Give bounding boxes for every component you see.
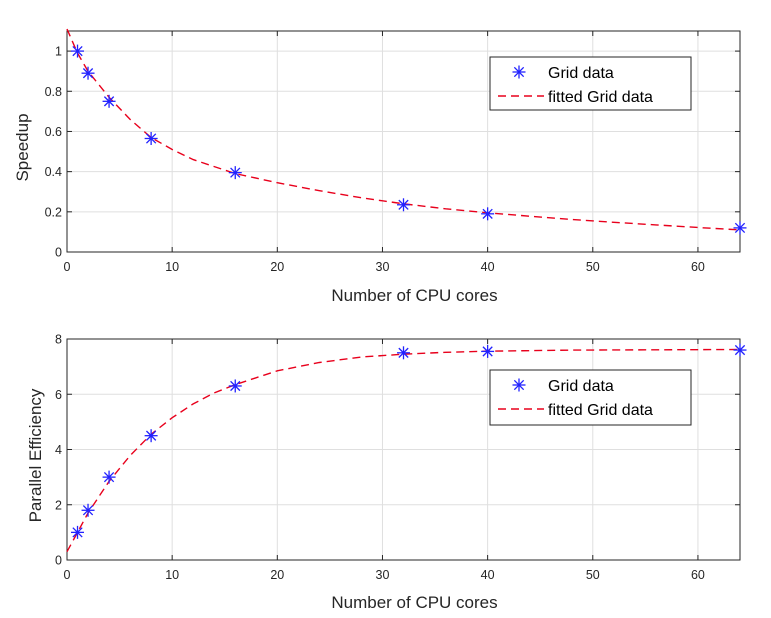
legend-marker-icon (512, 378, 526, 392)
y-tick-label: 6 (55, 388, 62, 402)
data-point (144, 429, 158, 443)
data-point (733, 221, 747, 235)
y-tick-label: 0.8 (45, 85, 62, 99)
y-tick-label: 1 (55, 45, 62, 59)
chart-panel-2: 0 10 20 30 40 50 60 0 2 4 6 8 Number of CPU cores Par… (26, 333, 747, 612)
data-point (481, 344, 495, 358)
x-tick-label: 0 (64, 260, 71, 274)
y-tick-label: 0.2 (45, 205, 62, 219)
x-tick-label: 10 (165, 260, 179, 274)
legend-marker-icon (512, 65, 526, 79)
marker-stroke (482, 346, 493, 357)
marker-stroke (82, 68, 94, 79)
y-tick-label: 0.6 (45, 125, 62, 139)
legend-box (489, 56, 692, 111)
x-tick-label: 10 (165, 568, 179, 582)
data-point (228, 166, 242, 180)
legend-box (489, 369, 692, 426)
legend-label: fitted Grid data (548, 402, 653, 419)
y-tick-label: 0 (55, 246, 62, 260)
x-tick-label: 40 (481, 260, 495, 274)
y-tick-label: 0 (55, 554, 62, 568)
marker-stroke (230, 167, 241, 178)
y-tick-label: 0.4 (45, 165, 62, 179)
y-tick-label: 2 (55, 498, 62, 512)
marker-stroke (72, 45, 83, 57)
data-point (81, 66, 95, 80)
data-point (481, 207, 495, 221)
y-axis-label: Speedup (13, 113, 32, 181)
marker-stroke (145, 133, 157, 144)
legend-label: Grid data (548, 378, 614, 395)
y-tick-label: 4 (55, 443, 62, 457)
x-tick-label: 60 (691, 260, 705, 274)
x-tick-label: 40 (481, 568, 495, 582)
marker-stroke (72, 527, 83, 538)
marker-stroke (482, 208, 493, 219)
data-point (71, 525, 85, 539)
marker-stroke (145, 430, 157, 441)
marker-stroke (734, 222, 746, 234)
x-axis-label: Number of CPU cores (331, 593, 497, 612)
x-tick-label: 20 (270, 568, 284, 582)
y-axis-label: Parallel Efficiency (26, 388, 45, 522)
marker-stroke (513, 66, 525, 78)
marker-stroke (734, 344, 746, 356)
data-point (81, 503, 95, 517)
marker-stroke (230, 380, 241, 392)
x-tick-label: 0 (64, 568, 71, 582)
legend: Grid data fitted Grid data (489, 56, 692, 111)
legend-label: Grid data (548, 65, 614, 82)
marker-stroke (513, 379, 525, 391)
data-point (397, 198, 410, 212)
marker-stroke (82, 505, 94, 516)
legend-label: fitted Grid data (548, 89, 653, 106)
marker-stroke (103, 471, 115, 483)
x-tick-label: 50 (586, 568, 600, 582)
data-point (102, 470, 116, 484)
x-tick-label: 60 (691, 568, 705, 582)
x-tick-label: 50 (586, 260, 600, 274)
axes-box (66, 30, 741, 253)
legend: Grid data fitted Grid data (489, 369, 692, 426)
marker-stroke (398, 347, 409, 358)
x-tick-label: 20 (270, 260, 284, 274)
marker-stroke (103, 96, 115, 107)
data-point (71, 44, 85, 58)
x-tick-label: 30 (376, 260, 390, 274)
data-point (733, 343, 747, 357)
x-axis-label: Number of CPU cores (331, 286, 497, 305)
data-point (397, 346, 410, 360)
x-tick-label: 30 (376, 568, 390, 582)
chart-panel-1: 0 10 20 30 40 50 60 0 0.2 0.4 0.6 0.8 1 Number of CPU… (13, 28, 747, 305)
data-point (102, 94, 116, 108)
y-tick-label: 8 (55, 333, 62, 347)
data-point (228, 379, 242, 393)
fitted-curve (66, 28, 741, 231)
marker-stroke (398, 199, 409, 210)
data-point (144, 131, 158, 145)
